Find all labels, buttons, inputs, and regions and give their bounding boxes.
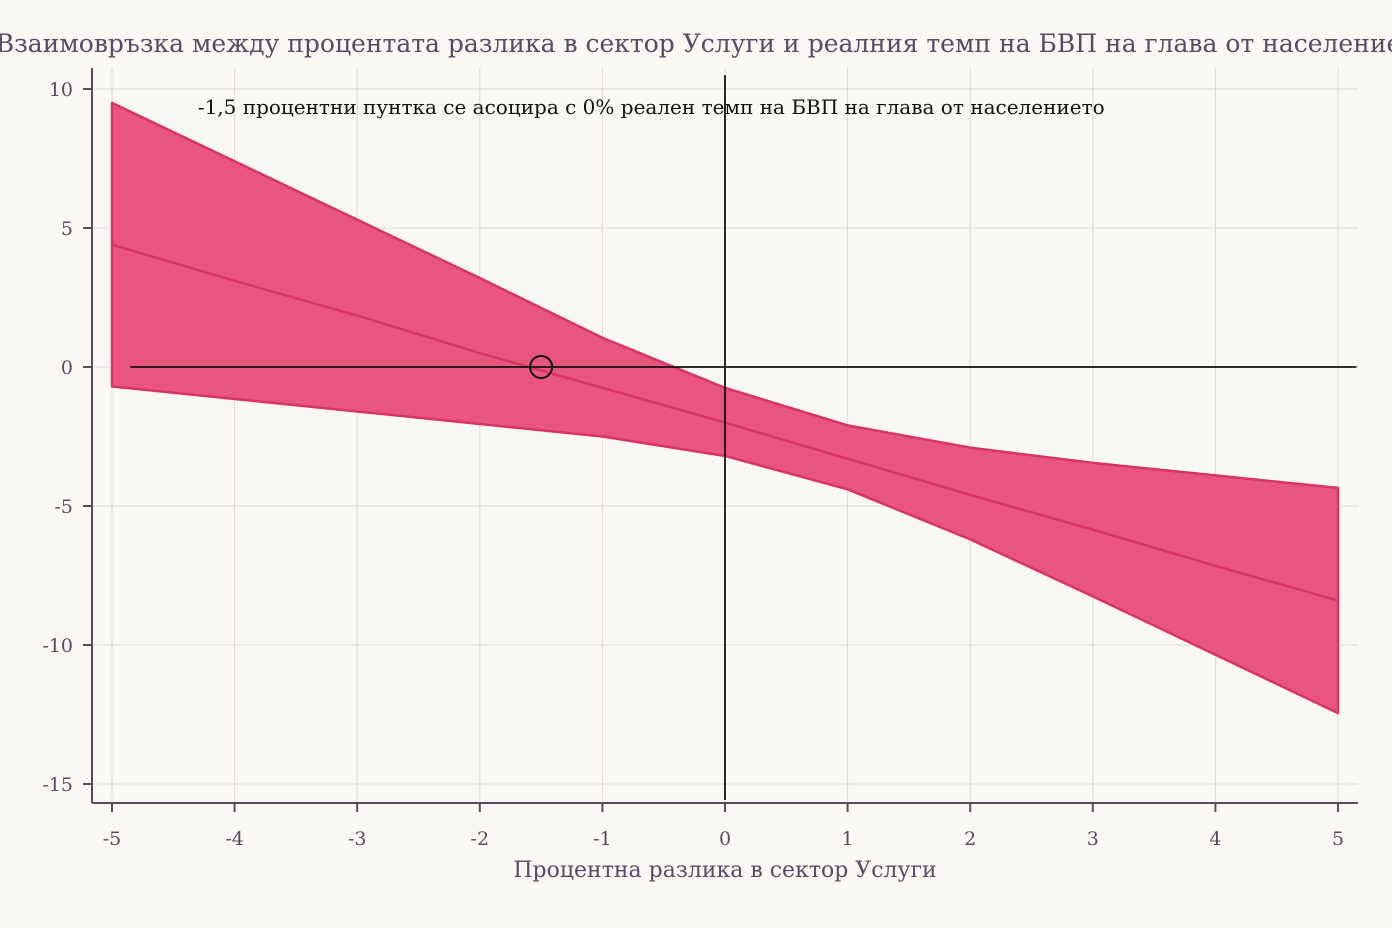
x-tick-label: 2 [964, 828, 976, 850]
axes [83, 68, 1358, 812]
chart-title: Взаимовръзка между процентата разлика в … [0, 29, 1392, 58]
x-tick-label: 1 [842, 828, 854, 850]
y-tick-label: -10 [42, 635, 73, 657]
x-tick-labels: -5 -4 -3 -2 -1 0 1 2 3 4 5 [103, 828, 1344, 850]
y-tick-label: 5 [61, 218, 73, 240]
x-tick-label: -4 [225, 828, 244, 850]
x-tick-label: -5 [103, 828, 122, 850]
x-tick-label: -1 [593, 828, 612, 850]
x-axis-label: Процентна разлика в сектор Услуги [513, 858, 936, 883]
highlight-point-marker [529, 355, 554, 379]
x-tick-label: 5 [1332, 828, 1344, 850]
x-tick-label: 0 [719, 828, 731, 850]
x-tick-label: -3 [348, 828, 367, 850]
y-tick-label: 10 [49, 79, 73, 101]
y-tick-label: -5 [54, 496, 73, 518]
x-tick-label: 4 [1209, 828, 1221, 850]
y-tick-label: 0 [61, 357, 73, 379]
y-tick-label: -15 [42, 774, 73, 796]
x-tick-label: 3 [1087, 828, 1099, 850]
y-tick-labels: 10 5 0 -5 -10 -15 [42, 79, 73, 796]
reference-lines [130, 75, 1357, 800]
chart-annotation: -1,5 процентни пунтка се асоцира с 0% ре… [198, 95, 1105, 119]
x-tick-label: -2 [471, 828, 490, 850]
